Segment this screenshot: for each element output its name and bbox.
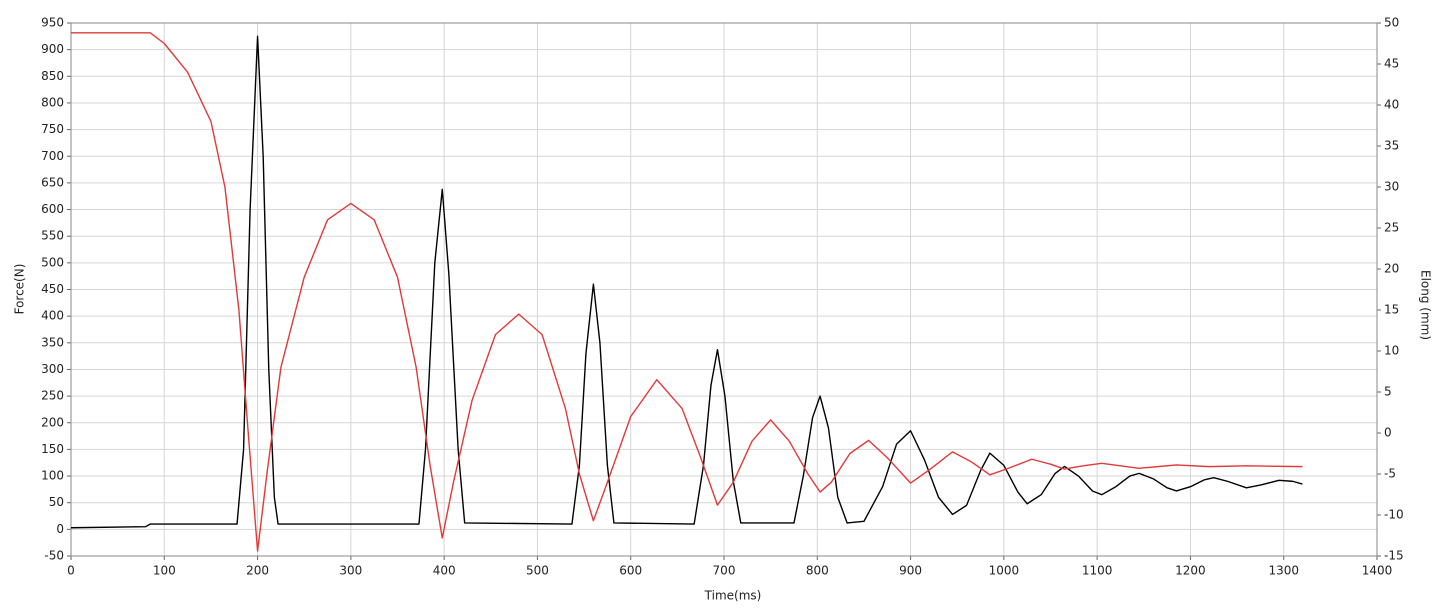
series-line bbox=[71, 32, 1303, 552]
y2-tick-label: 20 bbox=[1384, 262, 1399, 276]
y-tick-label: 650 bbox=[41, 175, 64, 189]
y-tick-label: 350 bbox=[41, 335, 64, 349]
y2-axis-title: Elong (mm) bbox=[1419, 270, 1433, 340]
x-tick-label: 1400 bbox=[1362, 564, 1393, 578]
y-tick-label: 700 bbox=[41, 149, 64, 163]
x-tick-label: 800 bbox=[806, 564, 829, 578]
x-tick-label: 300 bbox=[339, 564, 362, 578]
y-tick-label: 300 bbox=[41, 362, 64, 376]
y2-tick-label: 40 bbox=[1384, 98, 1399, 112]
x-axis-title: Time(ms) bbox=[704, 589, 762, 603]
x-tick-label: 1100 bbox=[1082, 564, 1113, 578]
y2-tick-label: 50 bbox=[1384, 16, 1399, 30]
y-tick-label: 200 bbox=[41, 415, 64, 429]
x-tick-label: 1200 bbox=[1175, 564, 1206, 578]
y2-tick-label: 5 bbox=[1384, 385, 1392, 399]
y2-tick-label: 25 bbox=[1384, 221, 1399, 235]
x-tick-label: 400 bbox=[433, 564, 456, 578]
y-tick-label: 100 bbox=[41, 469, 64, 483]
y-tick-label: 250 bbox=[41, 389, 64, 403]
y-tick-label: 600 bbox=[41, 202, 64, 216]
y-axis-title: Force(N) bbox=[13, 264, 27, 315]
y-tick-label: 450 bbox=[41, 282, 64, 296]
plot-frame bbox=[70, 22, 1378, 557]
y2-tick-label: 10 bbox=[1384, 344, 1399, 358]
y2-tick-label: 35 bbox=[1384, 139, 1399, 153]
y-tick-label: -50 bbox=[44, 549, 64, 563]
x-tick-label: 200 bbox=[246, 564, 269, 578]
y2-tick-label: 30 bbox=[1384, 180, 1399, 194]
y-tick-label: 750 bbox=[41, 122, 64, 136]
y-tick-label: 400 bbox=[41, 309, 64, 323]
y-tick-label: 800 bbox=[41, 95, 64, 109]
y2-tick-label: -10 bbox=[1384, 508, 1404, 522]
x-tick-label: 600 bbox=[619, 564, 642, 578]
y2-tick-label: 45 bbox=[1384, 57, 1399, 71]
x-tick-label: 900 bbox=[899, 564, 922, 578]
y-tick-label: 500 bbox=[41, 255, 64, 269]
y-tick-label: 900 bbox=[41, 42, 64, 56]
x-tick-label: 500 bbox=[526, 564, 549, 578]
y-tick-label: 850 bbox=[41, 69, 64, 83]
y2-tick-label: 0 bbox=[1384, 426, 1392, 440]
x-tick-label: 100 bbox=[153, 564, 176, 578]
y-tick-label: 0 bbox=[56, 522, 64, 536]
x-tick-label: 1000 bbox=[989, 564, 1020, 578]
y-tick-label: 50 bbox=[49, 495, 64, 509]
y-tick-label: 550 bbox=[41, 229, 64, 243]
y-tick-label: 950 bbox=[41, 16, 64, 30]
x-tick-label: 700 bbox=[713, 564, 736, 578]
y-tick-label: 150 bbox=[41, 442, 64, 456]
x-tick-label: 0 bbox=[67, 564, 75, 578]
x-tick-label: 1300 bbox=[1268, 564, 1299, 578]
y2-tick-label: 15 bbox=[1384, 303, 1399, 317]
y2-tick-label: -15 bbox=[1384, 549, 1404, 563]
series-line bbox=[70, 35, 1303, 529]
y2-tick-label: -5 bbox=[1384, 467, 1396, 481]
